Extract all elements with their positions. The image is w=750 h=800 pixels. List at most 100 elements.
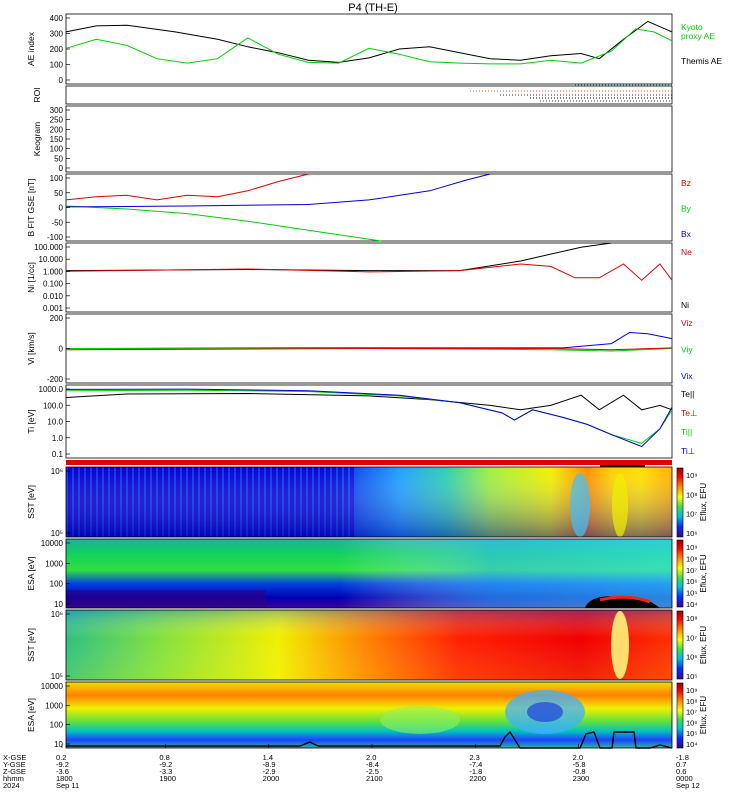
x-tick-label-z: -3.3 <box>159 767 172 776</box>
y-tick-label: -200 <box>47 375 64 384</box>
colorbar-label: Eflux, EFU <box>699 626 708 664</box>
y-tick-label: 10000 <box>41 539 64 548</box>
x-tick-label-time: 0000 <box>676 774 693 783</box>
series-line-themis-ae <box>65 20 673 63</box>
y-tick-label: 0.001 <box>43 304 64 313</box>
y-axis-label: ROI <box>32 87 42 102</box>
x-tick-label-x: -1.8 <box>676 753 689 762</box>
colorbar-tick-label: 10⁶ <box>686 529 697 538</box>
colorbar-tick-label: 10⁸ <box>686 697 698 706</box>
legend-entry: proxy AE <box>681 31 715 41</box>
panel-frame-keogram <box>65 105 673 173</box>
y-tick-label: 100.0 <box>43 401 64 410</box>
y-tick-label: -50 <box>51 218 63 227</box>
plot-title: P4 (TH-E) <box>348 2 398 14</box>
x-tick-label-z: -1.8 <box>469 767 482 776</box>
y-tick-label: 0 <box>59 345 64 354</box>
y-axis-label: AE index <box>26 31 36 66</box>
series-line-ne <box>65 263 673 281</box>
legend-entry: Ti|| <box>681 427 692 437</box>
x-tick-label-z: -2.5 <box>366 767 379 776</box>
series-line-ti- <box>65 388 673 448</box>
series-line-by <box>65 205 382 242</box>
colorbar-tick-label: 10⁵ <box>686 729 697 738</box>
legend-entry: By <box>681 204 692 214</box>
x-tick-label-y: -8.9 <box>263 760 276 769</box>
colorbar-tick-label: 10⁸ <box>686 490 698 499</box>
y-tick-label: 100 <box>50 145 64 154</box>
legend-entry: Kyoto <box>681 22 703 32</box>
series-layer <box>65 20 673 448</box>
x-tick-label-z: -0.8 <box>573 767 586 776</box>
y-axis-label: SST [eV] <box>26 628 36 662</box>
x-tick-label-y: -9.2 <box>56 760 69 769</box>
y-tick-label: 1.000 <box>43 267 64 276</box>
x-tick-label-y: -7.4 <box>469 760 482 769</box>
series-line-ti- <box>65 389 673 444</box>
x-tick-label-z: -2.9 <box>263 767 276 776</box>
colorbar-tick-label: 10⁴ <box>686 600 698 609</box>
y-tick-label: 10.0 <box>47 418 63 427</box>
colorbar-tick-label: 10⁷ <box>686 510 697 519</box>
panel-frame-ae <box>65 13 673 85</box>
y-tick-label: 10 <box>54 740 63 749</box>
x-tick-label-time: 1800 <box>56 774 73 783</box>
series-line-te- <box>65 392 673 411</box>
x-tick-label-z: 0.6 <box>676 767 686 776</box>
colorbars <box>676 467 684 749</box>
legend-entry: Ne <box>681 247 692 257</box>
y-tick-label: 0 <box>59 164 64 173</box>
colorbar-tick-label: 10⁹ <box>686 686 698 695</box>
series-line-bz <box>65 173 309 201</box>
y-tick-label: 100.000 <box>34 243 63 252</box>
x-tick-label-date: Sep 11 <box>56 781 79 790</box>
legend-entry: Ni <box>681 300 689 310</box>
x-tick-label-x: 1.4 <box>263 753 273 762</box>
legend-entry: Te⊥ <box>681 408 698 418</box>
x-tick-label-time: 2300 <box>573 774 590 783</box>
x-tick-label-x: 2.3 <box>469 753 479 762</box>
y-axis-label: B FIT GSE [nT] <box>26 179 36 237</box>
legend-entry: Themis AE <box>681 56 722 66</box>
x-tick-label-x: 0.8 <box>159 753 169 762</box>
colorbar-tick-label: 10⁷ <box>686 633 697 642</box>
y-axis-label: Keogram <box>32 122 42 157</box>
colorbar-tick-label: 10⁸ <box>686 554 698 563</box>
spectrogram-sst-electrons <box>66 464 672 537</box>
y-tick-label: 100 <box>50 174 64 183</box>
colorbar-tick-label: 10⁹ <box>686 543 698 552</box>
x-axis-row-label: hhmm <box>3 774 24 783</box>
y-tick-label: 10 <box>54 600 63 609</box>
x-tick-label-y: -5.8 <box>573 760 586 769</box>
y-tick-label: 300 <box>50 106 64 115</box>
panel-frame-esa_i <box>65 681 673 749</box>
y-tick-label: 0.010 <box>43 292 64 301</box>
y-tick-label: 1000.0 <box>39 385 64 394</box>
x-tick-label-z: -3.6 <box>56 767 69 776</box>
x-axis-row-label: Z-GSE <box>3 767 26 776</box>
y-tick-label: 10⁶ <box>51 610 63 619</box>
x-tick-label-time: 1900 <box>159 774 176 783</box>
y-tick-label: 200 <box>50 314 64 323</box>
y-tick-label: 10000 <box>41 682 64 691</box>
y-tick-label: 50 <box>54 154 63 163</box>
series-line-bx <box>65 173 491 208</box>
y-tick-label: 1000 <box>45 559 63 568</box>
colorbar-tick-label: 10⁹ <box>686 471 698 480</box>
y-tick-label: 100 <box>50 721 64 730</box>
y-tick-label: 10⁵ <box>51 529 63 538</box>
colorbar-label: Eflux, EFU <box>699 554 708 592</box>
y-tick-label: 0 <box>59 204 64 213</box>
spectrogram-esa-electrons <box>66 539 672 608</box>
y-tick-label: 1.0 <box>52 434 64 443</box>
legend-entry: Viz <box>681 318 693 328</box>
panel-frame-roi <box>65 85 673 105</box>
y-axis-label: Ni [1/cc] <box>26 262 36 293</box>
colorbar-tick-label: 10⁵ <box>686 672 697 681</box>
y-tick-label: 100 <box>50 580 64 589</box>
colorbar-tick-label: 10⁶ <box>686 718 697 727</box>
x-tick-label-x: 2.0 <box>366 753 376 762</box>
panel-frame-sst_e <box>65 466 673 538</box>
